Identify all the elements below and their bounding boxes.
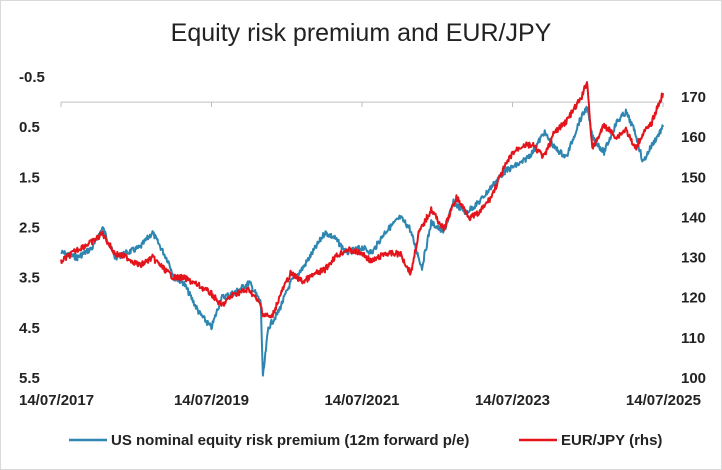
y-left-tick-label: 0.5	[19, 119, 40, 136]
y-right-tick-label: 170	[681, 89, 706, 106]
chart-title: Equity risk premium and EUR/JPY	[170, 19, 552, 47]
x-tick-label: 14/07/2023	[475, 392, 550, 409]
y-left-tick-label: 4.5	[19, 320, 40, 337]
y-right-tick-label: 160	[681, 129, 706, 146]
y-left-tick-label: 5.5	[19, 370, 40, 387]
y-left-tick-label: 2.5	[19, 220, 40, 237]
y-right-tick-label: 100	[681, 370, 706, 387]
x-tick-label: 14/07/2019	[174, 392, 249, 409]
series-line-eur-jpy	[60, 81, 664, 319]
x-tick-label: 14/07/2017	[19, 392, 94, 409]
x-tick-label: 14/07/2021	[324, 392, 399, 409]
y-right-tick-label: 140	[681, 209, 706, 226]
y-left-tick-label: 1.5	[19, 169, 40, 186]
y-left-tick-label: -0.5	[19, 69, 45, 86]
series-line-equity-risk-premium	[60, 105, 664, 377]
x-tick-label: 14/07/2025	[626, 392, 701, 409]
y-right-tick-label: 120	[681, 290, 706, 307]
y-right-tick-label: 150	[681, 169, 706, 186]
y-left-tick-label: 3.5	[19, 270, 40, 287]
y-right-tick-label: 110	[681, 330, 705, 347]
legend-label-eur-jpy: EUR/JPY (rhs)	[561, 432, 662, 449]
y-right-tick-label: 130	[681, 250, 706, 267]
legend-label-equity-risk-premium: US nominal equity risk premium (12m forw…	[111, 432, 469, 449]
